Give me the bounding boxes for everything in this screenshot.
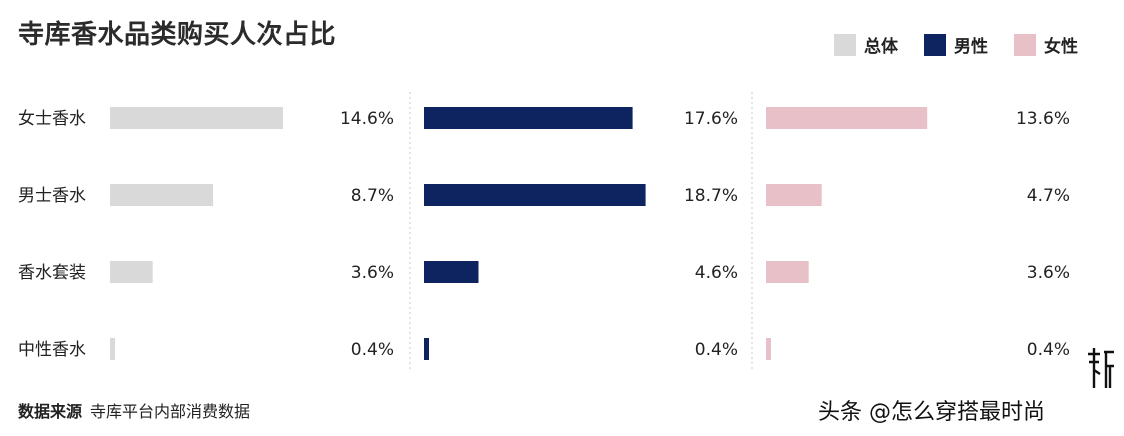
value-label-overall: 8.7%	[351, 186, 394, 206]
legend-swatch-male	[924, 33, 946, 56]
value-label-female: 0.4%	[1027, 340, 1070, 360]
bar-overall	[110, 184, 214, 206]
value-label-male: 0.4%	[695, 340, 738, 360]
data-source-label: 数据来源	[18, 402, 83, 421]
legend-label-male: 男性	[954, 37, 988, 57]
bar-male	[424, 261, 479, 283]
value-label-male: 17.6%	[684, 109, 738, 129]
category-label: 中性香水	[18, 340, 86, 360]
value-label-female: 4.7%	[1027, 186, 1070, 206]
watermark-text: 头条 @怎么穿搭最时尚	[818, 400, 1045, 425]
value-label-overall: 3.6%	[351, 263, 394, 283]
chart-title: 寺库香水品类购买人次占比	[18, 20, 337, 50]
category-label: 女士香水	[18, 109, 86, 129]
value-label-female: 3.6%	[1027, 263, 1070, 283]
legend-item-male: 男性	[924, 32, 988, 57]
value-label-overall: 0.4%	[351, 340, 394, 360]
legend: 总体 男性 女性	[834, 32, 1078, 57]
legend-swatch-overall	[834, 33, 856, 56]
category-label: 香水套装	[18, 263, 86, 283]
bar-female	[766, 261, 809, 283]
legend-label-overall: 总体	[864, 37, 898, 57]
legend-swatch-female	[1014, 33, 1036, 56]
bar-overall	[110, 107, 283, 129]
value-label-male: 18.7%	[684, 186, 738, 206]
bar-overall	[110, 261, 153, 283]
category-label: 男士香水	[18, 186, 86, 206]
value-label-female: 13.6%	[1016, 109, 1070, 129]
bar-male	[424, 338, 429, 360]
legend-item-overall: 总体	[834, 32, 898, 57]
bar-male	[424, 184, 646, 206]
value-label-overall: 14.6%	[340, 109, 394, 129]
bar-male	[424, 107, 633, 129]
legend-label-female: 女性	[1044, 37, 1078, 57]
bar-female	[766, 107, 928, 129]
brand-logo	[1088, 348, 1114, 388]
bar-female	[766, 338, 771, 360]
value-label-male: 4.6%	[695, 263, 738, 283]
legend-item-female: 女性	[1014, 32, 1078, 57]
data-source-text: 寺库平台内部消费数据	[90, 402, 251, 421]
bar-female	[766, 184, 822, 206]
bar-overall	[110, 338, 115, 360]
data-source: 数据来源 寺库平台内部消费数据	[18, 398, 250, 422]
